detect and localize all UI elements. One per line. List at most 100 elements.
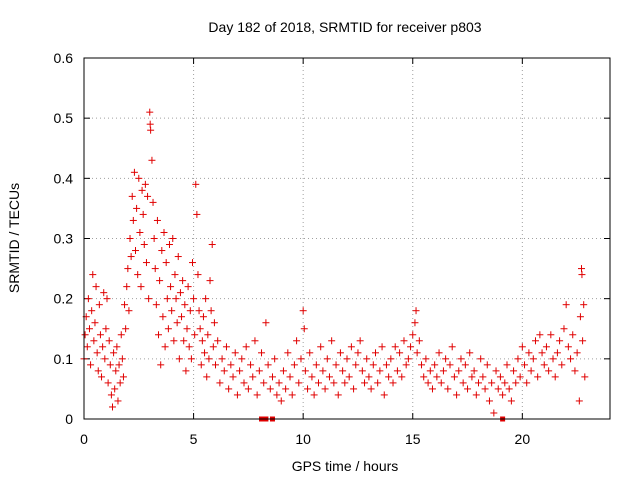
data-point [242, 343, 250, 351]
data-point [112, 367, 120, 375]
data-point [365, 373, 373, 381]
data-point [255, 367, 263, 375]
data-point [444, 385, 452, 393]
data-point [328, 337, 336, 345]
data-point [418, 361, 426, 369]
data-point [378, 343, 386, 351]
data-point [422, 355, 430, 363]
data-point [247, 361, 255, 369]
data-point [195, 307, 203, 315]
data-point [299, 307, 307, 315]
data-point [89, 271, 97, 279]
data-point [420, 373, 428, 381]
data-point [483, 361, 491, 369]
plot-frame [83, 57, 611, 420]
data-point [156, 277, 164, 285]
data-point [371, 349, 379, 357]
data-point [387, 355, 395, 363]
data-point [293, 337, 301, 345]
data-point [505, 385, 513, 393]
data-point [560, 325, 568, 333]
data-point [108, 403, 116, 411]
data-point [275, 379, 283, 387]
data-point [84, 295, 92, 303]
data-point [175, 355, 183, 363]
data-point [529, 355, 537, 363]
data-point [147, 126, 155, 134]
data-point [209, 343, 217, 351]
y-tick-label: 0.6 [54, 50, 74, 66]
data-point [227, 361, 235, 369]
data-point [426, 367, 434, 375]
data-point [573, 349, 581, 357]
data-point [551, 373, 559, 381]
data-point [146, 108, 154, 116]
data-point [116, 379, 124, 387]
data-point [407, 343, 415, 351]
data-point [538, 349, 546, 357]
data-point [251, 337, 259, 345]
data-point [218, 355, 226, 363]
data-point [562, 301, 570, 309]
data-point [576, 313, 584, 321]
data-point [295, 379, 303, 387]
data-point [439, 367, 447, 375]
data-point [396, 349, 404, 357]
data-point [151, 265, 159, 273]
data-point [216, 379, 224, 387]
data-point [191, 331, 199, 339]
data-point [448, 343, 456, 351]
data-point [179, 277, 187, 285]
y-axis-label: SRMTID / TECUs [6, 183, 22, 293]
data-point [356, 337, 364, 345]
data-point [203, 373, 211, 381]
data-point [98, 373, 106, 381]
data-point [90, 337, 98, 345]
data-point [193, 210, 201, 218]
y-tick-label: 0.2 [54, 291, 74, 307]
data-point [181, 301, 189, 309]
data-point [345, 373, 353, 381]
data-point [556, 337, 564, 345]
data-point [277, 397, 285, 405]
data-point [164, 325, 172, 333]
data-point [135, 174, 143, 182]
data-point [437, 379, 445, 387]
data-point [503, 361, 511, 369]
data-point [132, 247, 140, 255]
data-point [470, 367, 478, 375]
data-point [258, 349, 266, 357]
data-point [99, 343, 107, 351]
data-point [475, 379, 482, 387]
data-point [499, 391, 507, 399]
data-point [253, 391, 261, 399]
data-point [142, 259, 150, 267]
data-point [442, 355, 450, 363]
data-point [94, 367, 102, 375]
data-point [492, 367, 500, 375]
data-point [118, 355, 126, 363]
x-tick-label: 10 [295, 431, 311, 447]
data-point [83, 343, 91, 351]
data-point [374, 379, 382, 387]
data-point [129, 216, 137, 224]
data-point [88, 307, 96, 315]
data-point [433, 373, 441, 381]
data-points [80, 108, 589, 422]
data-point [564, 343, 572, 351]
data-point [167, 283, 175, 291]
data-point [343, 355, 351, 363]
data-point [198, 337, 206, 345]
data-point [93, 349, 101, 357]
data-point [190, 295, 198, 303]
data-point [308, 373, 316, 381]
data-point [494, 385, 502, 393]
data-point [376, 367, 384, 375]
data-point [87, 361, 95, 369]
data-point [488, 379, 496, 387]
data-point [516, 373, 524, 381]
data-point [553, 349, 561, 357]
data-point [578, 271, 586, 279]
data-point [282, 385, 290, 393]
chart-title: Day 182 of 2018, SRMTID for receiver p80… [208, 19, 481, 35]
